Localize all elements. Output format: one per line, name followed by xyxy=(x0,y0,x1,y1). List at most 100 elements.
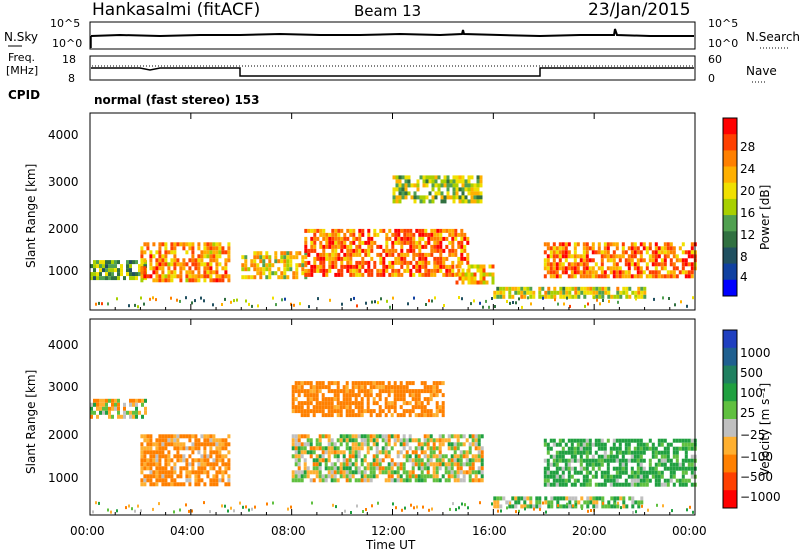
velocity-cell xyxy=(669,458,673,463)
power-cell xyxy=(259,275,263,280)
power-cell xyxy=(99,268,102,273)
velocity-cell xyxy=(215,478,219,483)
velocity-cell xyxy=(194,442,198,447)
velocity-cell xyxy=(550,496,554,501)
power-cell xyxy=(479,179,483,184)
velocity-cell xyxy=(549,446,553,451)
power-cell xyxy=(517,286,521,291)
power-cell xyxy=(538,294,542,299)
power-noise-cell xyxy=(203,299,205,303)
velocity-cell xyxy=(330,442,334,447)
velocity-cell xyxy=(309,442,313,447)
power-cell xyxy=(346,244,350,249)
velocity-cell xyxy=(303,474,307,479)
power-cell xyxy=(558,266,562,271)
velocity-cell xyxy=(129,414,132,419)
power-cell xyxy=(491,272,495,277)
power-cell xyxy=(482,272,486,277)
power-cell xyxy=(430,252,434,257)
velocity-noise-cell xyxy=(221,504,223,508)
power-noise-cell xyxy=(485,299,487,303)
velocity-cell xyxy=(591,458,595,463)
velocity-cell xyxy=(111,402,114,407)
power-cell xyxy=(138,272,141,277)
velocity-cell xyxy=(366,393,370,398)
velocity-cell xyxy=(420,405,424,410)
velocity-cell xyxy=(493,496,497,501)
velocity-cell xyxy=(618,450,622,455)
velocity-cell xyxy=(564,458,568,463)
power-cell xyxy=(337,240,341,245)
velocity-cell xyxy=(496,500,500,505)
velocity-cell xyxy=(390,385,394,390)
power-cell xyxy=(212,250,216,255)
power-noise-cell xyxy=(176,298,178,302)
velocity-cell xyxy=(321,397,325,402)
velocity-cell xyxy=(474,478,478,483)
power-cell xyxy=(591,266,595,271)
velocity-cell xyxy=(399,478,403,483)
velocity-cell xyxy=(330,409,334,414)
power-cell xyxy=(407,191,411,196)
velocity-cell xyxy=(390,478,394,483)
velocity-cell xyxy=(594,462,598,467)
power-cell xyxy=(304,255,308,260)
velocity-cell xyxy=(453,474,457,479)
power-cell xyxy=(485,272,489,277)
velocity-noise-cell xyxy=(686,508,688,512)
power-cell xyxy=(433,268,437,273)
velocity-cell xyxy=(360,474,364,479)
power-cell xyxy=(669,250,673,255)
power-cell xyxy=(117,272,120,277)
power-cell xyxy=(361,240,365,245)
velocity-cell xyxy=(555,482,559,487)
power-cell xyxy=(663,274,667,279)
velocity-cell xyxy=(155,458,159,463)
power-cell xyxy=(418,236,422,241)
velocity-cell xyxy=(435,458,439,463)
power-cell xyxy=(367,240,371,245)
velocity-cell xyxy=(140,482,144,487)
velocity-cell xyxy=(363,466,367,471)
velocity-cell xyxy=(330,397,334,402)
velocity-cell xyxy=(300,434,304,439)
velocity-cell xyxy=(514,500,518,505)
power-cell xyxy=(403,236,407,241)
velocity-cell xyxy=(342,389,346,394)
power-cell xyxy=(241,267,245,272)
noise-left-tick-top: 10^5 xyxy=(50,17,81,30)
power-cell xyxy=(409,248,413,253)
power-cell xyxy=(259,251,263,256)
velocity-cell xyxy=(215,482,219,487)
power-cell xyxy=(152,278,156,283)
velocity-cell xyxy=(185,434,189,439)
power-cell xyxy=(398,175,402,180)
power-cell xyxy=(637,286,641,291)
power-cell xyxy=(625,290,629,295)
power-cell xyxy=(170,270,174,275)
power-cell xyxy=(571,294,575,299)
velocity-cell xyxy=(579,466,583,471)
velocity-cell xyxy=(411,397,415,402)
velocity-cell xyxy=(179,482,183,487)
power-cell xyxy=(430,268,434,273)
power-cell xyxy=(409,272,413,277)
power-cell xyxy=(391,240,395,245)
velocity-cell xyxy=(568,504,572,509)
power-cell xyxy=(373,228,377,233)
velocity-noise-cell xyxy=(479,501,481,505)
velocity-cell xyxy=(687,466,691,471)
power-cbar-tick-8: 8 xyxy=(740,250,748,264)
velocity-cell xyxy=(291,478,295,483)
velocity-cell xyxy=(408,413,412,418)
velocity-cell xyxy=(96,402,99,407)
power-cell xyxy=(313,244,317,249)
power-cell xyxy=(586,286,590,291)
velocity-cell xyxy=(300,401,304,406)
power-cell xyxy=(436,228,440,233)
velocity-cell xyxy=(471,470,475,475)
velocity-cell xyxy=(642,478,646,483)
power-cell xyxy=(256,271,260,276)
velocity-cell xyxy=(480,434,484,439)
power-noise-cell xyxy=(494,305,496,308)
